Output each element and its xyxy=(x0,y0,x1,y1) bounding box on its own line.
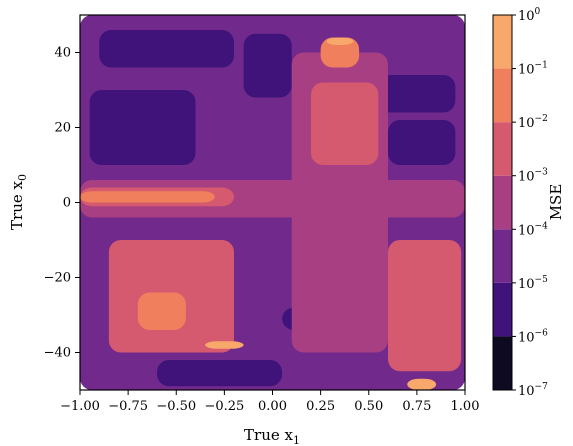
x-tick-label: −0.75 xyxy=(108,399,148,414)
colorbar-tick-label: 100 xyxy=(518,7,541,24)
y-axis-label: True x0 xyxy=(8,174,29,230)
contour-region-6 xyxy=(157,360,283,387)
colorbar-band-5 xyxy=(493,68,512,123)
contour-region-11 xyxy=(311,82,379,165)
contour-plot-area xyxy=(80,15,465,390)
contour-region-2 xyxy=(89,90,196,165)
x-tick-label: 0.00 xyxy=(258,399,287,414)
colorbar-band-3 xyxy=(493,175,512,230)
y-tick-label: 20 xyxy=(54,121,71,136)
y-tick-label: 40 xyxy=(54,46,71,61)
colorbar-tick-label: 10−3 xyxy=(518,168,548,185)
x-tick-label: 0.25 xyxy=(306,399,335,414)
x-tick-label: −0.25 xyxy=(204,399,244,414)
colorbar-band-0 xyxy=(493,336,512,390)
x-tick-label: −1.00 xyxy=(60,399,100,414)
colorbar-band-4 xyxy=(493,122,512,176)
colorbar-band-6 xyxy=(493,15,512,69)
colorbar-tick-label: 10−4 xyxy=(518,221,548,238)
x-tick-label: 1.00 xyxy=(451,399,480,414)
contour-region-14 xyxy=(80,191,215,203)
y-axis: −40 −20 0 20 40 xyxy=(44,46,80,361)
contour-region-18 xyxy=(205,341,244,349)
y-tick-label: −20 xyxy=(44,271,71,286)
contour-region-3 xyxy=(243,33,292,98)
contour-region-5 xyxy=(388,120,456,165)
contour-region-16 xyxy=(137,292,186,330)
contour-region-13 xyxy=(388,240,462,372)
y-tick-label: −40 xyxy=(44,346,71,361)
colorbar-band-2 xyxy=(493,229,512,283)
contour-region-1 xyxy=(99,30,234,68)
colorbar-tick-label: 10−2 xyxy=(518,114,548,131)
colorbar-tick-label: 10−6 xyxy=(518,328,548,345)
colorbar-frame xyxy=(492,14,513,391)
contour-region-15 xyxy=(320,37,360,68)
y-tick-label: 0 xyxy=(63,196,71,211)
contour-region-19 xyxy=(407,378,437,390)
x-axis-label: True x1 xyxy=(244,426,300,446)
x-tick-label: −0.50 xyxy=(156,399,196,414)
x-tick-label: 0.50 xyxy=(354,399,383,414)
contour-region-17 xyxy=(326,37,354,45)
colorbar-label: MSE xyxy=(547,184,565,221)
colorbar-tick-label: 10−7 xyxy=(518,382,548,399)
colorbar-tick-label: 10−1 xyxy=(518,61,548,78)
contour-region-4 xyxy=(378,75,456,113)
colorbar-tick-label: 10−5 xyxy=(518,275,548,292)
x-tick-label: 0.75 xyxy=(402,399,431,414)
colorbar: 10−7 10−6 10−5 10−4 10−3 10−2 10−1 100 xyxy=(492,7,548,399)
colorbar-band-1 xyxy=(493,282,512,337)
x-axis: −1.00 −0.75 −0.50 −0.25 0.00 0.25 0.50 0.75 1.00 xyxy=(60,390,479,414)
